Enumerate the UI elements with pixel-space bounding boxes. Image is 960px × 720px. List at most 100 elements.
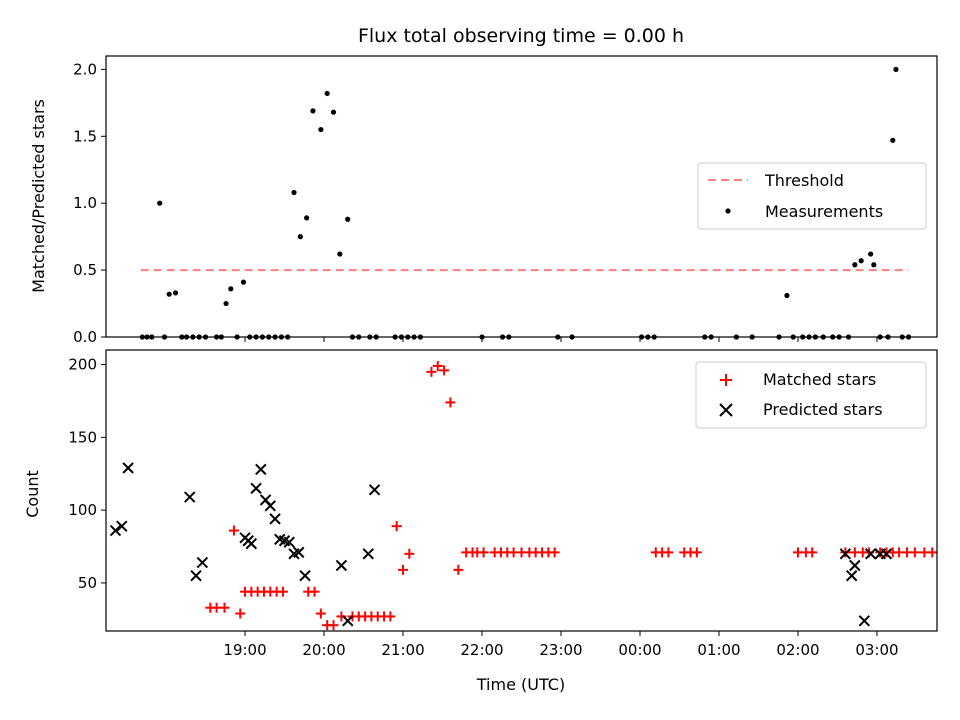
ratio-y-ticks: 0.0 0.5 1.0 1.5 2.0 <box>73 60 106 346</box>
measurement-point <box>310 108 316 114</box>
matched-point <box>663 547 674 558</box>
ratio-y-tick-label: 0.5 <box>73 261 97 279</box>
predicted-point <box>190 569 202 582</box>
predicted-point <box>269 513 281 525</box>
measurement-point <box>324 90 330 97</box>
ratio-y-tick-label: 2.0 <box>73 60 97 78</box>
matched-point <box>478 547 489 558</box>
count-marks <box>109 361 938 631</box>
predicted-point-b <box>269 513 281 525</box>
ratio-y-tick-label: 0.0 <box>73 328 97 346</box>
matched-point <box>391 521 402 532</box>
predicted-point <box>196 556 209 569</box>
predicted-point-b <box>122 462 134 474</box>
measurement-point <box>304 215 310 221</box>
predicted-point <box>109 524 122 537</box>
ratio-y-axis-label: Matched/Predicted stars <box>29 99 48 293</box>
ratio-legend-box <box>697 162 927 230</box>
predicted-point <box>864 548 877 560</box>
count-y-ticks: 50 100 150 200 <box>68 356 106 592</box>
count-x-tick-label: 22:00 <box>460 641 503 659</box>
matched-point <box>432 361 443 372</box>
measurement-point <box>157 200 163 206</box>
predicted-point-b <box>342 615 354 627</box>
predicted-point-b <box>880 548 893 560</box>
measurement-point <box>330 109 337 115</box>
matched-point <box>426 366 437 377</box>
count-x-tick-label: 03:00 <box>855 641 898 659</box>
chart-title: Flux total observing time = 0.00 h <box>358 25 684 47</box>
count-x-tick-label: 01:00 <box>697 641 740 659</box>
measurements-legend-swatch <box>725 208 731 214</box>
measurement-point <box>890 137 896 143</box>
count-x-tick-label: 20:00 <box>302 641 345 659</box>
count-x-axis-label: Time (UTC) <box>476 675 565 694</box>
matched-point <box>927 547 938 558</box>
predicted-point <box>255 463 267 476</box>
predicted-point-b <box>839 548 852 560</box>
predicted-point-b <box>845 569 858 582</box>
predicted-point-b <box>109 524 122 537</box>
matched-point <box>309 586 320 597</box>
predicted-legend-label: Predicted stars <box>763 400 883 419</box>
predicted-point <box>362 548 374 560</box>
predicted-point-b <box>196 556 209 569</box>
ratio-x-ticks <box>244 337 878 342</box>
matched-point <box>691 547 702 558</box>
count-x-tick-label: 21:00 <box>381 641 424 659</box>
matched-point <box>909 547 920 558</box>
predicted-point <box>122 462 134 474</box>
matched-point <box>404 548 415 559</box>
predicted-point-b <box>274 533 286 545</box>
count-x-tick-label: 23:00 <box>539 641 582 659</box>
predicted-point <box>293 546 305 559</box>
predicted-point <box>264 500 277 512</box>
matched-point <box>549 547 560 558</box>
matched-point <box>219 602 230 613</box>
predicted-point-b <box>255 463 267 476</box>
predicted-point <box>849 559 861 572</box>
measurement-point <box>893 66 899 72</box>
predicted-point-b <box>184 491 196 503</box>
predicted-point-b <box>190 569 202 582</box>
predicted-point <box>845 569 858 582</box>
matched-point <box>328 620 339 631</box>
count-y-tick-label: 100 <box>68 501 97 519</box>
count-x-tick-label: 19:00 <box>223 641 266 659</box>
predicted-point-b <box>299 569 311 582</box>
matched-point <box>235 608 246 619</box>
matched-legend-label: Matched stars <box>763 370 876 389</box>
predicted-point <box>245 537 258 550</box>
predicted-point-b <box>293 546 305 559</box>
matched-legend-swatch <box>720 374 732 386</box>
predicted-point-b <box>368 484 381 496</box>
predicted-point <box>858 615 871 627</box>
predicted-point-b <box>858 615 871 627</box>
measurement-point <box>297 234 303 240</box>
count-legend: Matched stars Predicted stars <box>695 361 927 429</box>
measurement-point <box>240 279 247 285</box>
predicted-point-b <box>116 520 128 532</box>
count-legend-box <box>695 361 927 429</box>
ratio-y-tick-label: 1.0 <box>73 194 97 212</box>
measurement-point <box>228 286 234 292</box>
predicted-point <box>184 491 196 503</box>
measurement-point <box>784 292 790 299</box>
count-panel: 50 100 150 200 19:00 20:00 21:00 22:00 23:00 00:… <box>23 349 938 694</box>
predicted-point-b <box>278 535 291 547</box>
predicted-point-b <box>335 559 348 572</box>
matched-point <box>277 586 288 597</box>
measurement-point <box>852 262 858 268</box>
measurement-point <box>345 216 351 222</box>
matched-point <box>453 564 464 575</box>
predicted-point-b <box>250 482 262 495</box>
matched-point <box>445 397 456 408</box>
predicted-point-b <box>283 536 295 548</box>
predicted-point <box>299 569 311 582</box>
measurement-point <box>868 251 874 257</box>
predicted-point-b <box>245 537 258 550</box>
count-y-tick-label: 200 <box>68 356 97 374</box>
count-y-axis-label: Count <box>23 470 42 518</box>
